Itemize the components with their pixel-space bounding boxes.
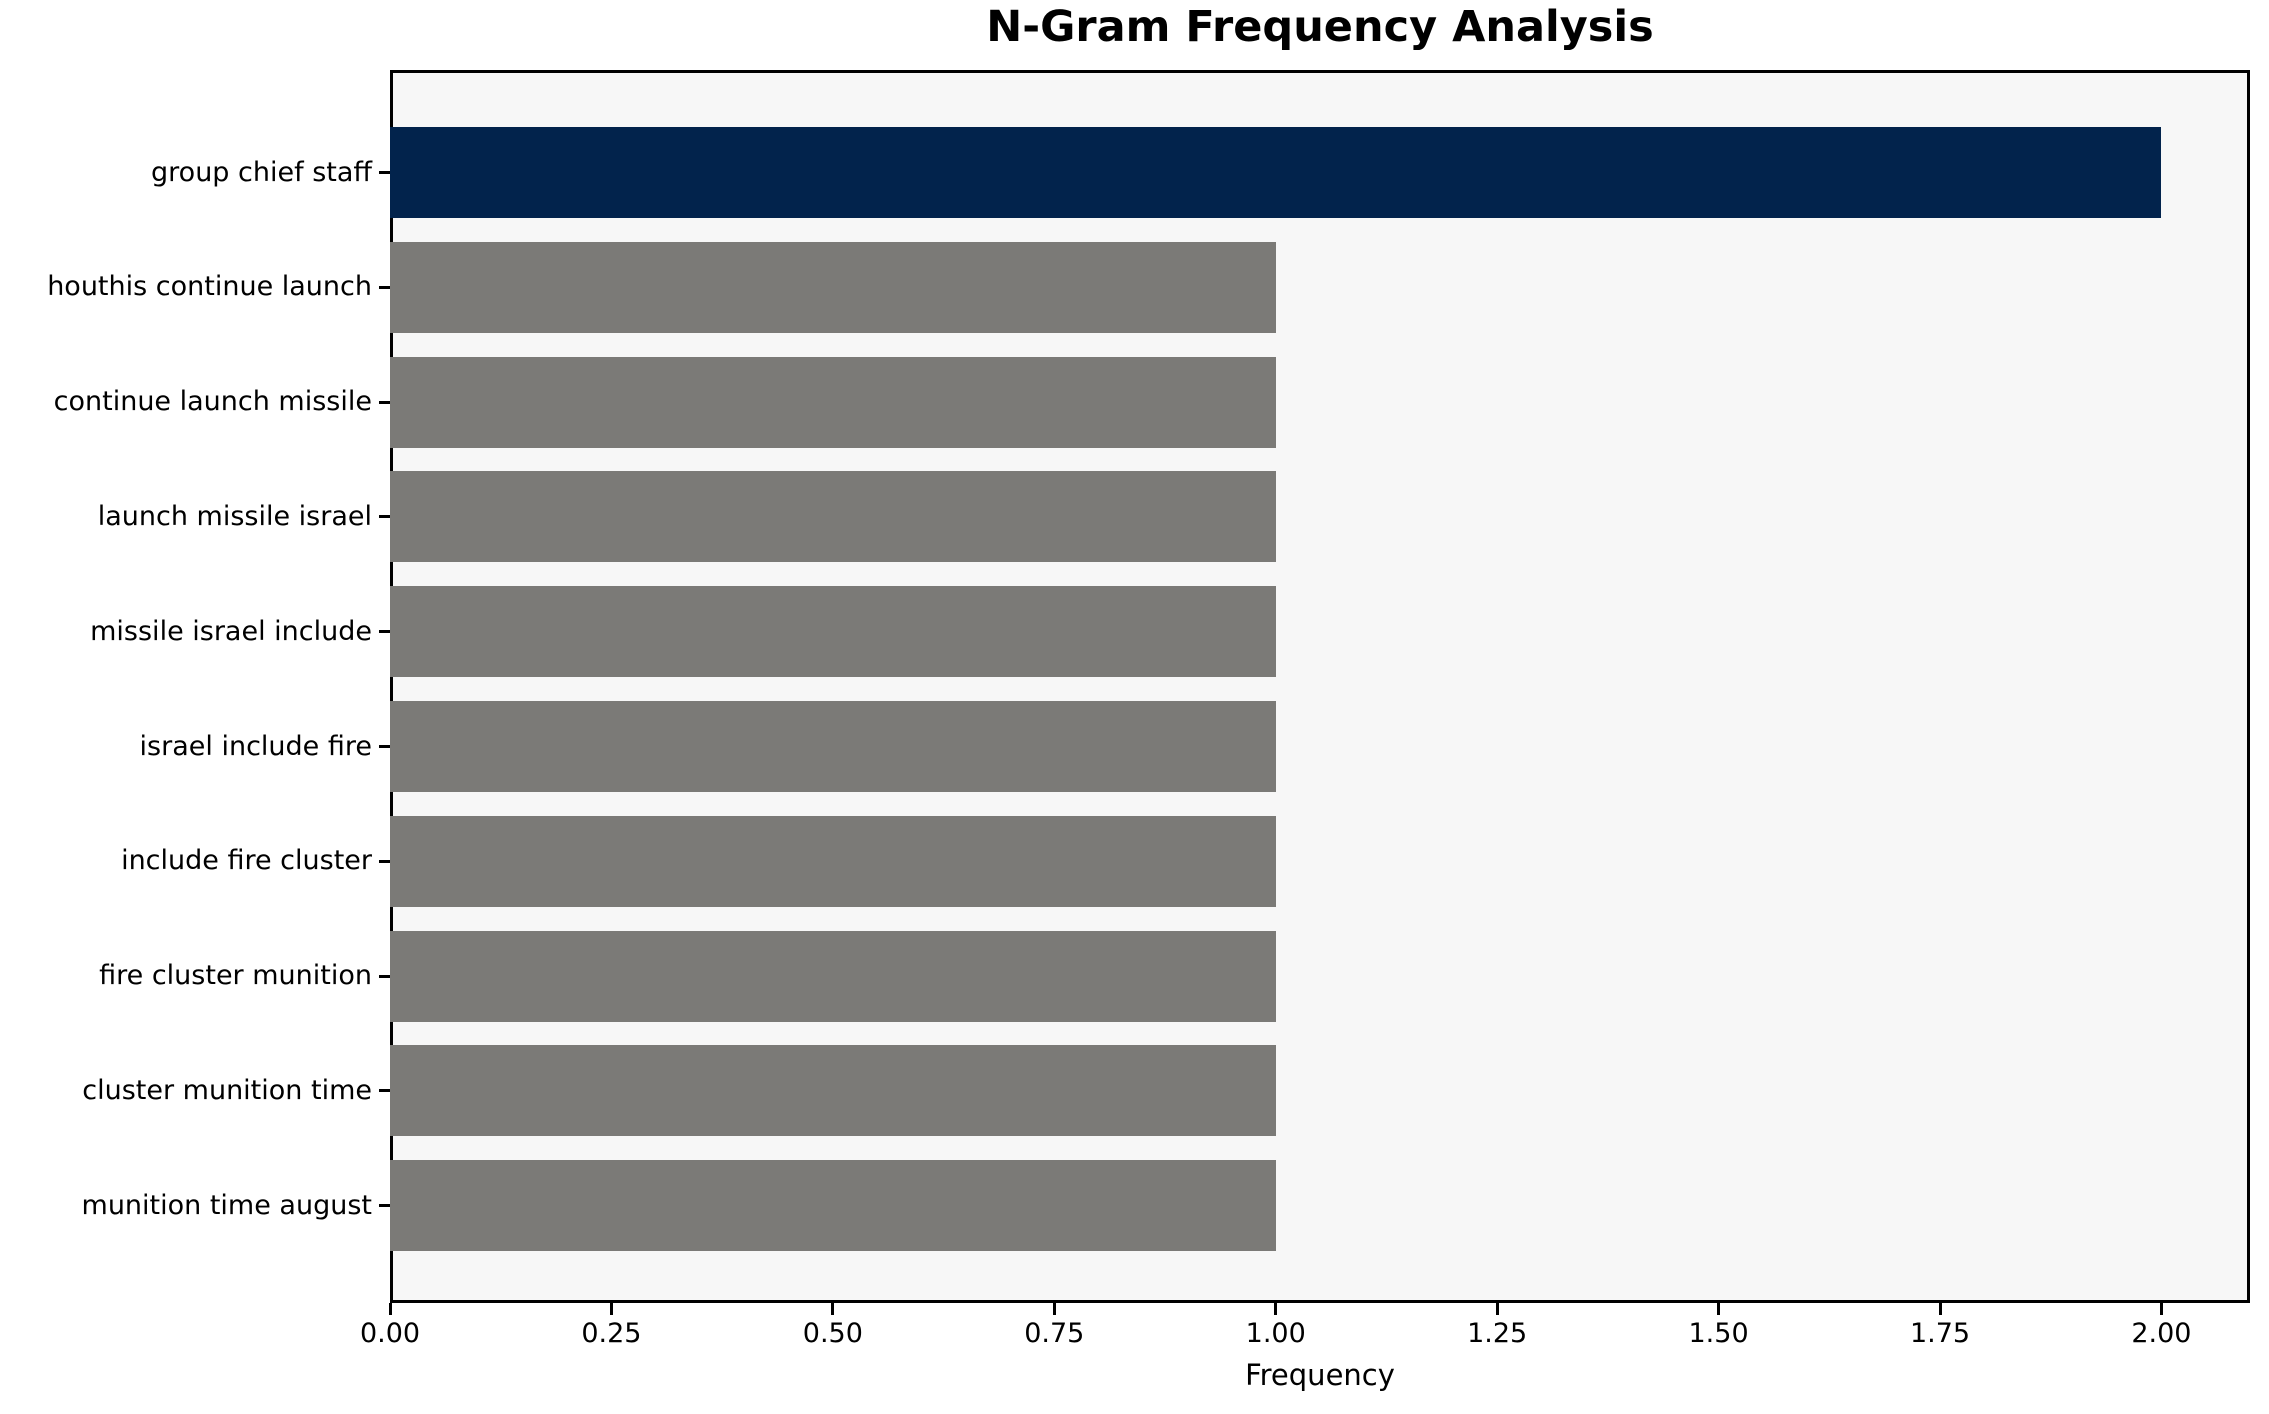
x-tick-mark: [1274, 1303, 1278, 1315]
x-tick-mark: [831, 1303, 835, 1315]
y-tick-mark: [379, 1204, 390, 1208]
bar-continue-launch-missile: [390, 356, 1276, 448]
y-tick-mark: [379, 859, 390, 863]
x-tick-mark: [2159, 1303, 2163, 1315]
x-tick-label: 0.75: [1024, 1318, 1085, 1349]
bar-munition-time-august: [390, 1160, 1276, 1252]
y-tick-label: missile israel include: [90, 615, 372, 647]
y-tick-label: israel include fire: [139, 730, 372, 762]
x-tick-mark: [1052, 1303, 1056, 1315]
x-tick-mark: [1717, 1303, 1721, 1315]
y-tick-mark: [379, 630, 390, 634]
x-tick-mark: [1938, 1303, 1942, 1315]
y-tick-label: cluster munition time: [82, 1074, 372, 1106]
x-tick-mark: [388, 1303, 392, 1315]
y-tick-mark: [379, 974, 390, 978]
x-axis-label: Frequency: [1245, 1358, 1395, 1392]
y-tick-label: launch missile israel: [97, 500, 372, 532]
chart-title: N-Gram Frequency Analysis: [986, 2, 1654, 52]
bar-cluster-munition-time: [390, 1045, 1276, 1137]
x-tick-label: 0.25: [581, 1318, 642, 1349]
x-tick-label: 0.50: [802, 1318, 863, 1349]
x-tick-label: 1.75: [1909, 1318, 1971, 1349]
y-tick-label: continue launch missile: [53, 386, 372, 418]
x-tick-label: 0.00: [359, 1318, 421, 1349]
x-tick-label: 1.25: [1467, 1318, 1528, 1349]
bar-include-fire-cluster: [390, 815, 1276, 907]
y-tick-mark: [379, 1089, 390, 1093]
y-tick-label: houthis continue launch: [47, 271, 372, 303]
bar-israel-include-fire: [390, 701, 1276, 792]
bar-houthis-continue-launch: [390, 241, 1276, 333]
bar-fire-cluster-munition: [390, 930, 1276, 1022]
x-tick-label: 2.00: [2131, 1318, 2192, 1349]
y-tick-mark: [379, 285, 390, 289]
x-tick-label: 1.50: [1688, 1318, 1749, 1349]
y-tick-label: fire cluster munition: [99, 960, 372, 992]
y-tick-mark: [379, 515, 390, 519]
y-tick-label: include fire cluster: [121, 845, 372, 877]
x-tick-mark: [1495, 1303, 1499, 1315]
bar-launch-missile-israel: [390, 471, 1276, 563]
y-tick-label: group chief staff: [151, 156, 372, 188]
y-tick-mark: [379, 745, 390, 748]
y-tick-mark: [379, 400, 390, 404]
bar-missile-israel-include: [390, 586, 1276, 678]
y-tick-mark: [379, 171, 390, 174]
bar-group-chief-staff: [390, 127, 2162, 218]
x-tick-label: 1.00: [1245, 1318, 1306, 1349]
x-tick-mark: [609, 1303, 613, 1315]
y-tick-label: munition time august: [81, 1189, 372, 1221]
